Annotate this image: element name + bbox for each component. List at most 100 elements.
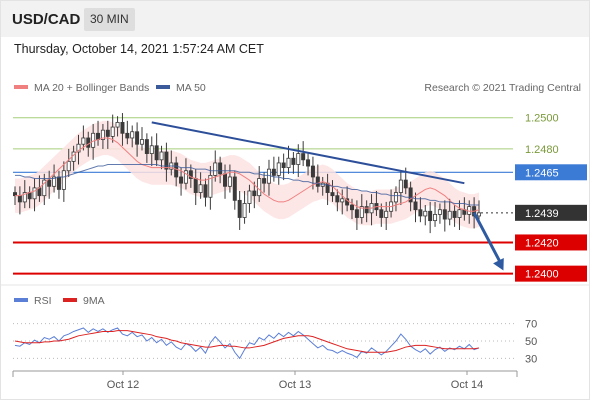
price-level-label: 1.2420 bbox=[525, 237, 559, 249]
candle-body bbox=[144, 139, 149, 154]
candle-body bbox=[22, 192, 27, 203]
candle-body bbox=[76, 143, 81, 153]
chart-datetime: Thursday, October 14, 2021 1:57:24 AM CE… bbox=[14, 42, 264, 56]
candle-body bbox=[359, 206, 364, 218]
candle-body bbox=[223, 173, 228, 187]
candle-body bbox=[403, 179, 408, 189]
ma50-legend-swatch bbox=[156, 85, 170, 89]
candle-body bbox=[276, 162, 281, 176]
price-panel: 1.2500 1.2480 1.2465 1.2439 1.2420 1.2400 bbox=[12, 113, 587, 282]
candle-body bbox=[306, 159, 311, 167]
candle-body bbox=[335, 195, 340, 203]
forecast-arrow-head bbox=[493, 258, 504, 271]
candle-body bbox=[188, 170, 193, 179]
rsi-panel: 70 50 30 bbox=[13, 319, 537, 365]
ma20-line bbox=[15, 137, 480, 212]
candle-body bbox=[100, 129, 105, 140]
candle-body bbox=[310, 165, 315, 178]
time-tick-label: Oct 13 bbox=[279, 379, 311, 391]
candle-body bbox=[135, 131, 140, 145]
price-level-tag bbox=[515, 234, 587, 251]
candle-body bbox=[208, 175, 213, 198]
candle-body bbox=[291, 157, 296, 165]
rsi-ma-legend-swatch bbox=[63, 298, 77, 302]
rsi-tick-label: 30 bbox=[525, 353, 537, 365]
candle-body bbox=[457, 209, 462, 218]
rsi-tick-label: 50 bbox=[525, 336, 537, 348]
candle-body bbox=[27, 192, 32, 200]
candle-body bbox=[96, 132, 101, 140]
header-bar: USD/CAD 30 MIN bbox=[1, 1, 589, 37]
candle-body bbox=[52, 176, 57, 187]
candle-body bbox=[340, 198, 345, 203]
candle-body bbox=[110, 126, 115, 137]
time-tick-label: Oct 14 bbox=[451, 379, 483, 391]
resistance-trendline bbox=[151, 121, 465, 185]
rsi-legend-swatch bbox=[14, 298, 28, 302]
candle-body bbox=[120, 121, 125, 134]
candle-body bbox=[301, 153, 306, 161]
candle-body bbox=[350, 204, 355, 211]
rsi-line bbox=[14, 327, 480, 360]
price-level-label: 1.2465 bbox=[525, 167, 559, 179]
candle-body bbox=[61, 170, 66, 190]
candle-body bbox=[179, 176, 184, 184]
candle-body bbox=[115, 121, 120, 128]
ma20-legend-swatch bbox=[14, 85, 28, 89]
candle-body bbox=[428, 210, 433, 222]
price-level-tag bbox=[515, 164, 587, 181]
candle-body bbox=[315, 176, 320, 187]
candle-body bbox=[218, 162, 223, 175]
price-level-label: 1.2400 bbox=[525, 269, 559, 281]
candle-body bbox=[418, 209, 423, 217]
candle-body bbox=[413, 201, 418, 211]
candle-body bbox=[247, 190, 252, 204]
candle-body bbox=[154, 145, 159, 161]
candle-body bbox=[159, 151, 164, 161]
candle-body bbox=[286, 157, 291, 169]
ma50-line bbox=[15, 163, 479, 206]
rsi-tick-label: 70 bbox=[525, 319, 537, 331]
candle-body bbox=[213, 162, 218, 176]
candle-body bbox=[281, 162, 286, 169]
candle-body bbox=[164, 151, 169, 170]
bollinger-band bbox=[15, 120, 479, 229]
candle-body bbox=[227, 176, 232, 187]
candle-body bbox=[203, 184, 208, 198]
candle-body bbox=[257, 178, 262, 197]
candle-body bbox=[193, 178, 198, 193]
candle-body bbox=[56, 176, 61, 190]
candle-body bbox=[408, 187, 413, 203]
rsi-legend-label: RSI bbox=[34, 295, 52, 307]
rsi-ma-line bbox=[14, 330, 480, 353]
candle-body bbox=[398, 179, 403, 193]
candle-body bbox=[130, 131, 135, 139]
candle-body bbox=[198, 184, 203, 193]
candle-body bbox=[447, 210, 452, 220]
ma20-legend-label: MA 20 + Bollinger Bands bbox=[34, 82, 149, 94]
price-level-label: 1.2500 bbox=[525, 113, 559, 125]
candle-body bbox=[47, 179, 52, 187]
candle-body bbox=[66, 160, 71, 172]
candle-body bbox=[149, 145, 154, 154]
rsi-ma-legend-label: 9MA bbox=[83, 295, 105, 307]
candle-body bbox=[442, 209, 447, 220]
candle-body bbox=[262, 178, 267, 184]
ma50-legend-label: MA 50 bbox=[176, 82, 206, 94]
candle-body bbox=[105, 129, 110, 137]
time-axis: Oct 12 Oct 13 Oct 14 bbox=[12, 371, 518, 391]
candle-body bbox=[86, 137, 91, 148]
candle-body bbox=[242, 203, 247, 218]
timeframe-badge[interactable]: 30 MIN bbox=[84, 8, 135, 31]
candle-body bbox=[476, 212, 481, 217]
credit-label: Research © 2021 Trading Central bbox=[424, 82, 581, 94]
candle-body bbox=[237, 199, 242, 218]
candle-body bbox=[437, 209, 442, 215]
candle-body bbox=[452, 210, 457, 218]
candle-body bbox=[252, 190, 257, 197]
candle-body bbox=[296, 153, 301, 165]
symbol-label: USD/CAD bbox=[12, 11, 81, 28]
candle-body bbox=[384, 210, 389, 218]
candle-body bbox=[423, 210, 428, 217]
